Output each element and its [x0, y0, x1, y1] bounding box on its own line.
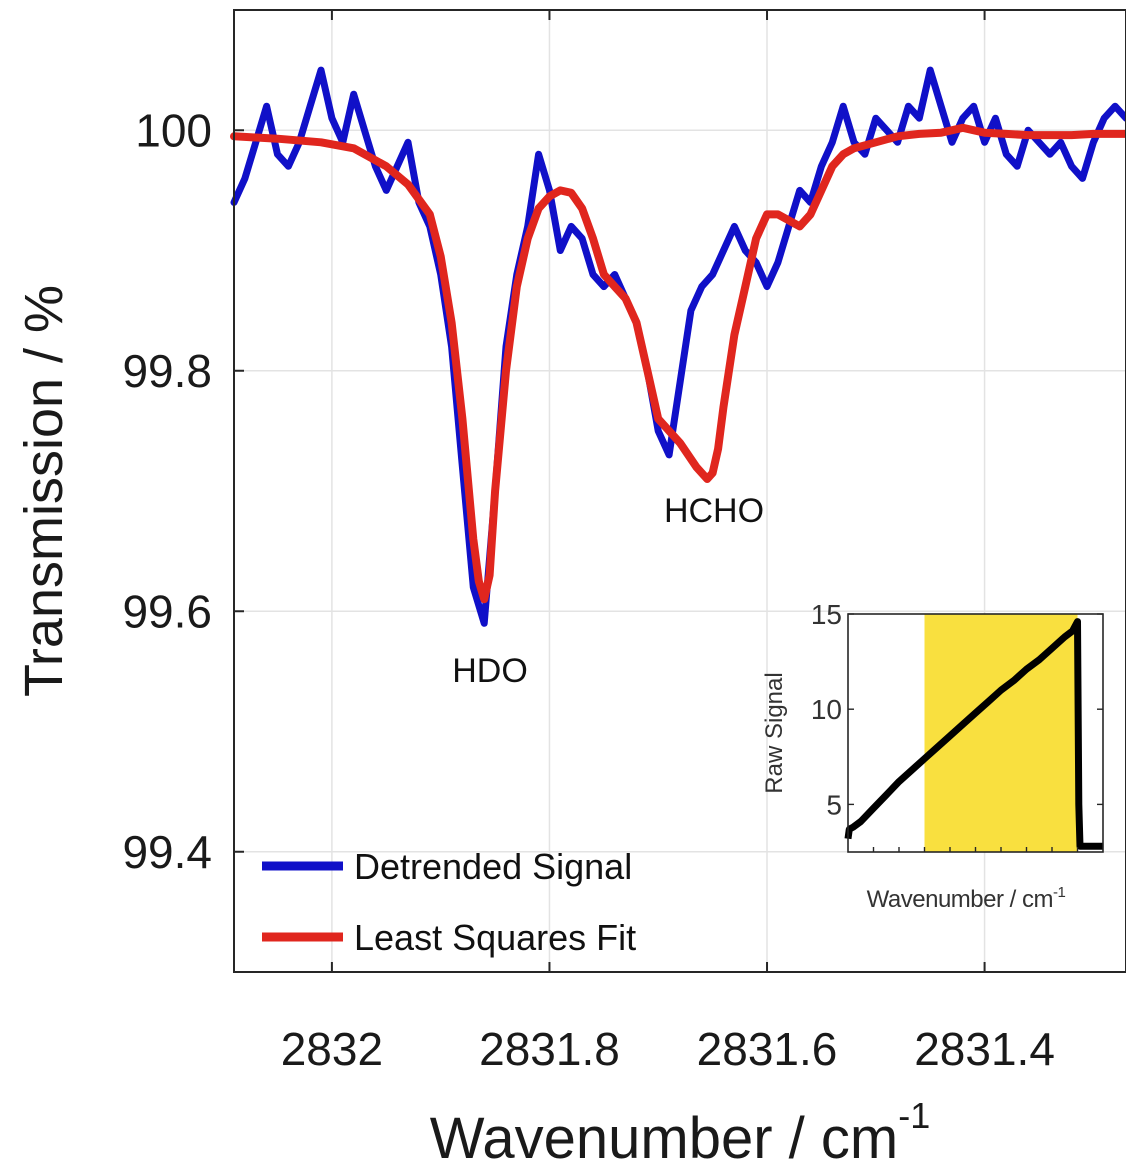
- annotation-hdo: HDO: [452, 652, 528, 690]
- main-plot: 2832 2831.8 2831.6 2831.4 99.4 99.6 99.8 100 HD…: [14, 9, 1126, 1167]
- inset-y-tick-label: 15: [811, 599, 842, 630]
- main-plot-frame: [233, 9, 1126, 973]
- x-tick-label: 2831.4: [914, 1023, 1055, 1075]
- inset-y-axis-title: Raw Signal: [761, 672, 788, 793]
- annotation-hcho: HCHO: [664, 492, 764, 530]
- x-axis-title-text: Wavenumber / cm: [430, 1106, 898, 1167]
- main-grid: [234, 10, 1126, 972]
- inset-y-tick-label: 10: [811, 694, 842, 725]
- x-tick-label: 2832: [281, 1023, 383, 1075]
- main-tick-labels: 2832 2831.8 2831.6 2831.4 99.4 99.6 99.8 100: [122, 104, 1054, 1075]
- inset-series: [844, 618, 1103, 850]
- inset-series-line: [844, 618, 1103, 850]
- y-axis-title: Transmission / %: [14, 285, 74, 697]
- legend-label-least-squares-fit: Least Squares Fit: [354, 917, 636, 958]
- series-line-detrended-signal: [230, 66, 1126, 627]
- inset-plot: 5 10 15 Raw Signal Wavenumber / cm-1: [761, 599, 1104, 913]
- x-tick-label: 2831.8: [479, 1023, 620, 1075]
- x-tick-label: 2831.6: [697, 1023, 838, 1075]
- y-tick-label: 99.6: [122, 585, 212, 637]
- x-axis-title-superscript: -1: [898, 1095, 930, 1136]
- legend: Detrended Signal Least Squares Fit: [262, 846, 636, 958]
- inset-tick-labels: 5 10 15: [811, 599, 842, 820]
- inset-ticks: [848, 613, 1103, 852]
- inset-y-tick-label: 5: [826, 789, 842, 820]
- legend-label-detrended-signal: Detrended Signal: [354, 846, 632, 887]
- x-axis-title: Wavenumber / cm-1: [430, 1095, 930, 1167]
- y-tick-label: 99.4: [122, 826, 212, 878]
- inset-x-axis-title-superscript: -1: [1053, 884, 1065, 901]
- inset-x-axis-title: Wavenumber / cm-1: [867, 884, 1066, 913]
- inset-x-axis-title-text: Wavenumber / cm: [867, 886, 1053, 913]
- main-ticks: [234, 10, 986, 972]
- y-tick-label: 100: [135, 104, 212, 156]
- y-tick-label: 99.8: [122, 345, 212, 397]
- main-series: [230, 66, 1126, 627]
- series-line-least-squares-fit: [230, 123, 1126, 604]
